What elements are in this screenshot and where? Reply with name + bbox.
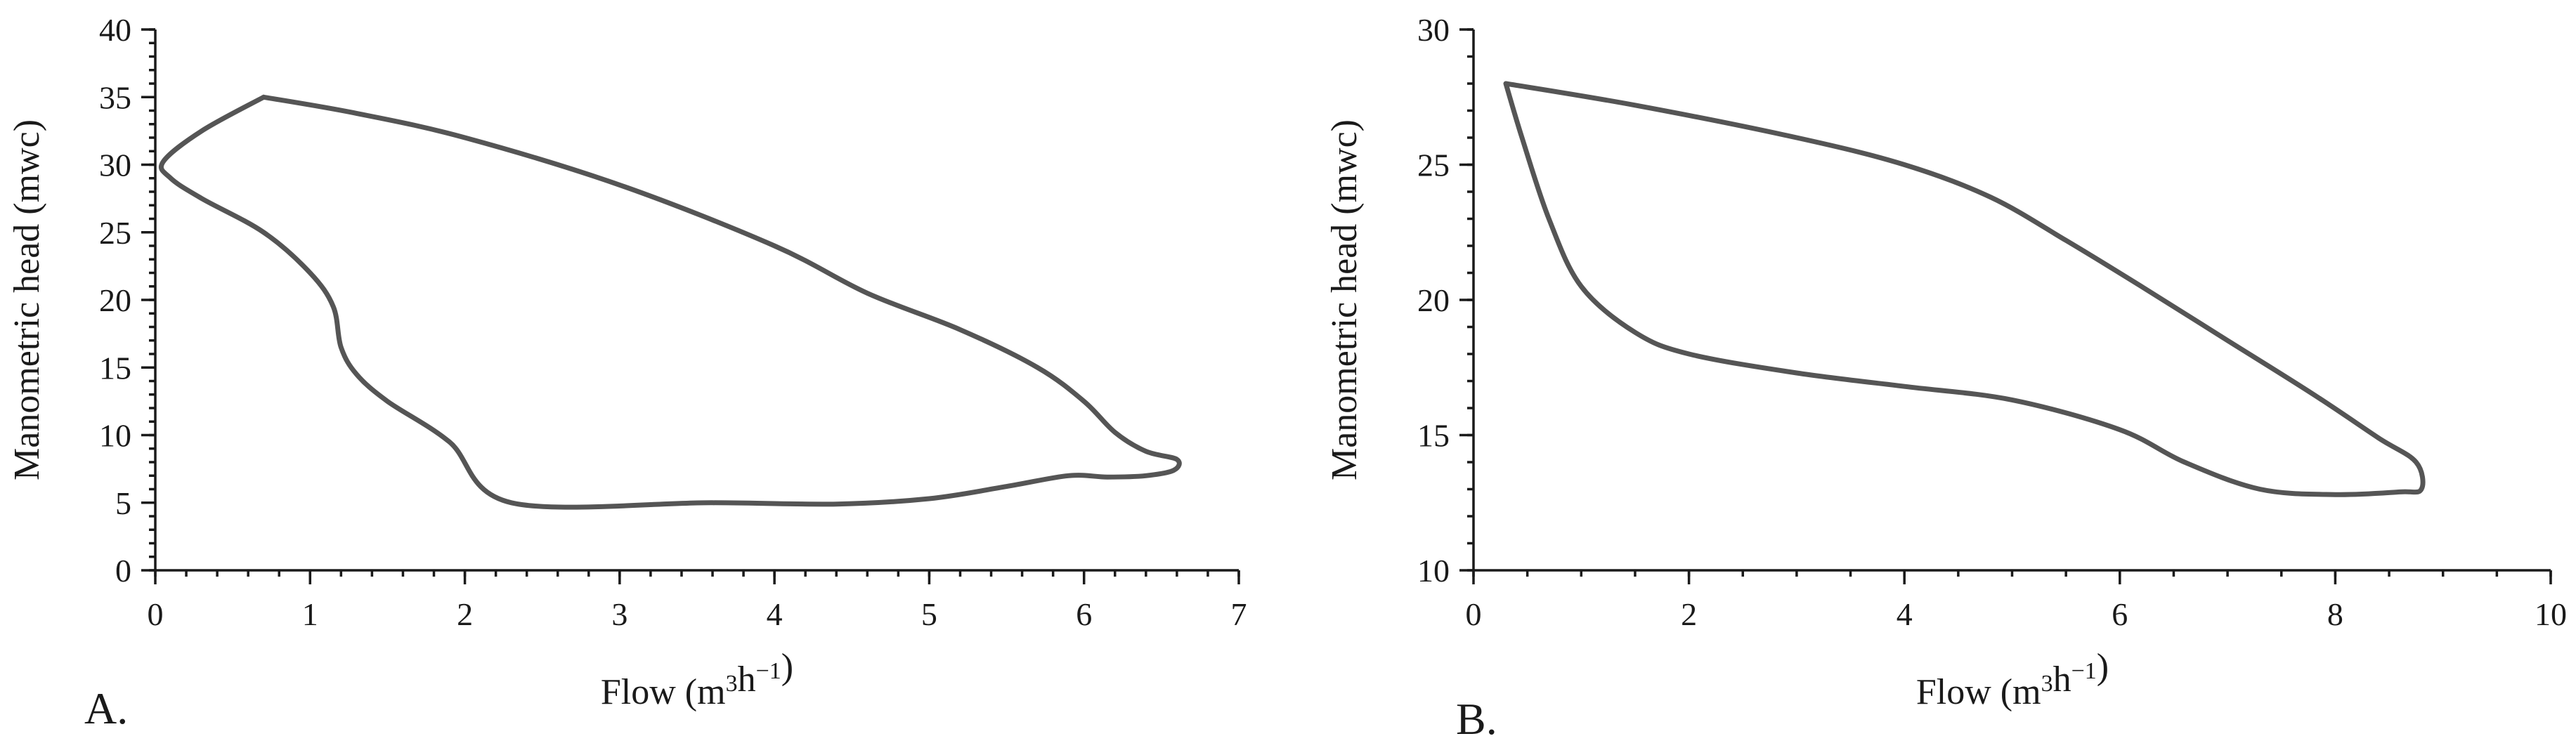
x-tick-label: 3 (611, 596, 627, 632)
y-tick-label: 20 (99, 282, 131, 318)
y-axis-title: Manometric head (mwc) (1325, 119, 1365, 480)
y-tick-label: 5 (115, 485, 131, 521)
y-tick-label: 15 (99, 350, 131, 386)
y-tick-label: 10 (99, 418, 131, 454)
x-tick-label: 0 (1466, 596, 1482, 632)
chart-panel-b: B. 0 2 4 6 8 10 10 15 20 25 30 Flow (m3h−1) Manometr… (1325, 12, 2567, 744)
y-tick-label: 25 (99, 215, 131, 251)
y-tick-label: 25 (1417, 147, 1450, 183)
x-tick-label: 4 (767, 596, 783, 632)
operating-range-curve (158, 94, 1182, 510)
x-axis-title-part: h (738, 660, 756, 700)
x-axis-title-part: Flow (m (1916, 672, 2041, 712)
x-tick-label: 7 (1231, 596, 1247, 632)
y-tick-label: 0 (115, 553, 131, 589)
x-axis-title-part: Flow (m (601, 672, 726, 712)
x-axis-title: Flow (m3h−1) (601, 647, 793, 712)
y-tick-label: 35 (99, 79, 131, 115)
x-axis-title-superscript: −1 (756, 658, 781, 684)
y-tick-label: 10 (1417, 553, 1450, 589)
x-axis-title: Flow (m3h−1) (1916, 647, 2109, 712)
y-tick-label: 15 (1417, 418, 1450, 454)
panel-label-b: B. (1456, 694, 1497, 744)
operating-range-curve (1503, 81, 2426, 497)
x-tick-label: 5 (921, 596, 937, 632)
x-axis-title-superscript: 3 (726, 671, 738, 697)
x-tick-label: 1 (302, 596, 318, 632)
x-tick-label: 2 (1681, 596, 1697, 632)
x-axis-title-part: h (2053, 660, 2071, 700)
x-tick-label: 10 (2535, 596, 2567, 632)
y-tick-label: 20 (1417, 282, 1450, 318)
x-axis-title-superscript: −1 (2071, 658, 2097, 684)
x-tick-label: 6 (2112, 596, 2128, 632)
x-tick-label: 6 (1076, 596, 1092, 632)
x-axis-title-part: ) (2097, 647, 2109, 687)
y-axis-title: Manometric head (mwc) (7, 119, 47, 480)
y-tick-label: 40 (99, 12, 131, 48)
x-tick-label: 8 (2327, 596, 2343, 632)
panel-label-a: A. (84, 683, 128, 733)
y-tick-label: 30 (1417, 12, 1450, 48)
x-axis-title-superscript: 3 (2041, 671, 2053, 697)
x-tick-label: 0 (148, 596, 164, 632)
y-tick-label: 30 (99, 147, 131, 183)
x-axis-title-part: ) (781, 647, 793, 687)
x-tick-label: 4 (1897, 596, 1913, 632)
x-tick-label: 2 (457, 596, 473, 632)
